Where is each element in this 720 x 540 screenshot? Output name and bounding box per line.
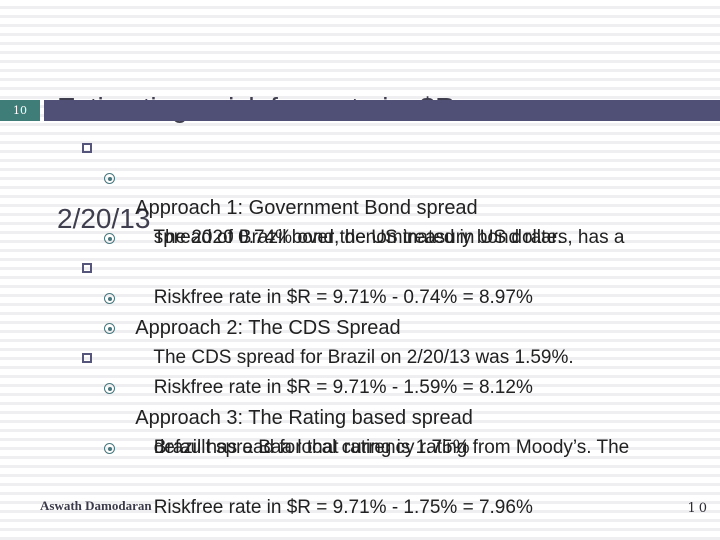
circle-bullet-icon	[104, 293, 115, 304]
bullet-line-text: Riskfree rate in $R = 9.71% - 1.59% = 8.…	[153, 377, 533, 398]
header-accent-bar	[44, 100, 720, 121]
circle-bullet-icon	[104, 323, 115, 334]
footer-page-number: 10	[687, 501, 710, 516]
bullet-line-text: Approach 2: The CDS Spread	[135, 317, 401, 339]
circle-bullet-icon	[104, 443, 115, 454]
bullet-line: Riskfree rate in $R = 9.71% - 1.59% = 8.…	[0, 313, 720, 398]
bullet-line: Riskfree rate in $R = 9.71% - 1.75% = 7.…	[0, 433, 720, 518]
bullet-line: Approach 3: The Rating based spread	[0, 343, 720, 429]
square-bullet-icon	[82, 143, 92, 153]
square-bullet-icon	[82, 263, 92, 273]
bullet-line: Brazil has a Baa local currency rating f…	[0, 373, 720, 458]
bullet-line: The CDS spread for Brazil on 2/20/13 was…	[0, 283, 720, 368]
bullet-line: Approach 2: The CDS Spread	[0, 253, 720, 339]
bullet-line: The 2020 Brazil bond, denominated in US …	[0, 163, 720, 248]
bullet-line-text: Riskfree rate in $R = 9.71% - 1.75% = 7.…	[153, 497, 533, 518]
slide-title-line2: 2/20/13	[57, 203, 151, 234]
circle-bullet-icon	[104, 383, 115, 394]
bullet-line-text: Brazil has a Baa local currency rating f…	[153, 437, 630, 458]
circle-bullet-icon	[104, 173, 115, 184]
bullet-list: Approach 1: Government Bond spread The 2…	[0, 133, 720, 518]
bullet-line-text: Approach 1: Government Bond spread	[135, 197, 478, 219]
bullet-line-text: default spread for that rating is 1.75%	[153, 437, 470, 458]
bullet-line-text: Approach 3: The Rating based spread	[135, 407, 473, 429]
bullet-line-text: The 2020 Brazil bond, denominated in US …	[153, 227, 625, 248]
bullet-line: Approach 1: Government Bond spread	[0, 133, 720, 219]
slide-number-badge: 10	[0, 100, 40, 121]
circle-bullet-icon	[104, 233, 115, 244]
bullet-line-continuation: spread of 0.74% over the US treasury bon…	[0, 193, 720, 248]
square-bullet-icon	[82, 353, 92, 363]
bullet-line: Riskfree rate in $R = 9.71% - 0.74% = 8.…	[0, 223, 720, 308]
bullet-line-text: Riskfree rate in $R = 9.71% - 0.74% = 8.…	[153, 287, 533, 308]
bullet-line-text: spread of 0.74% over the US treasury bon…	[153, 227, 563, 248]
bullet-line-continuation: default spread for that rating is 1.75%	[0, 403, 720, 458]
bullet-line-text: The CDS spread for Brazil on 2/20/13 was…	[153, 347, 574, 368]
footer-author: Aswath Damodaran	[40, 498, 152, 513]
